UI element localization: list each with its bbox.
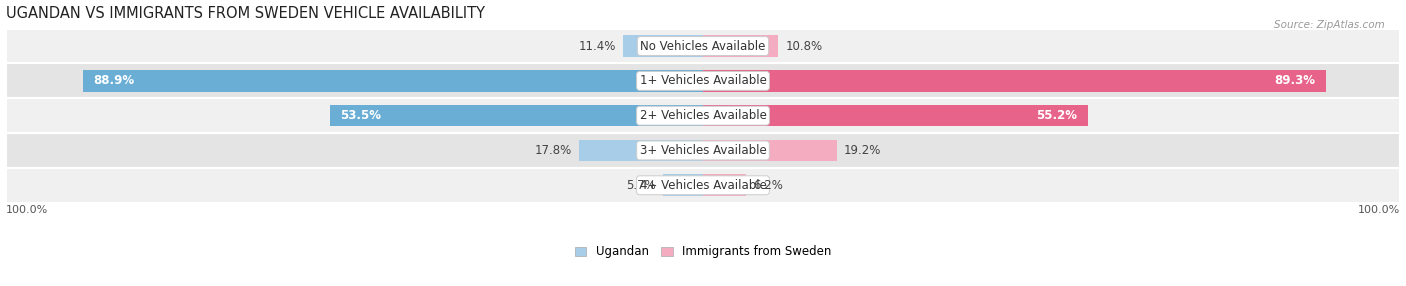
- Bar: [703, 105, 1088, 126]
- Text: Source: ZipAtlas.com: Source: ZipAtlas.com: [1274, 20, 1385, 30]
- Bar: [664, 174, 703, 196]
- Bar: [6, 168, 1400, 203]
- Bar: [6, 133, 1400, 168]
- Text: 10.8%: 10.8%: [786, 39, 823, 53]
- Text: 1+ Vehicles Available: 1+ Vehicles Available: [640, 74, 766, 87]
- Bar: [703, 35, 779, 57]
- Text: No Vehicles Available: No Vehicles Available: [640, 39, 766, 53]
- Text: 89.3%: 89.3%: [1274, 74, 1316, 87]
- Text: 100.0%: 100.0%: [6, 205, 48, 215]
- Text: 88.9%: 88.9%: [93, 74, 135, 87]
- Text: 6.2%: 6.2%: [754, 179, 783, 192]
- Bar: [83, 70, 703, 92]
- Bar: [703, 174, 747, 196]
- Text: 11.4%: 11.4%: [579, 39, 616, 53]
- Bar: [703, 70, 1326, 92]
- Bar: [6, 63, 1400, 98]
- Bar: [703, 140, 837, 161]
- Legend: Ugandan, Immigrants from Sweden: Ugandan, Immigrants from Sweden: [569, 241, 837, 263]
- Text: 4+ Vehicles Available: 4+ Vehicles Available: [640, 179, 766, 192]
- Bar: [579, 140, 703, 161]
- Text: 2+ Vehicles Available: 2+ Vehicles Available: [640, 109, 766, 122]
- Text: 5.7%: 5.7%: [627, 179, 657, 192]
- Bar: [330, 105, 703, 126]
- Text: 17.8%: 17.8%: [534, 144, 572, 157]
- Bar: [623, 35, 703, 57]
- Text: 53.5%: 53.5%: [340, 109, 381, 122]
- Text: 3+ Vehicles Available: 3+ Vehicles Available: [640, 144, 766, 157]
- Bar: [6, 98, 1400, 133]
- Bar: [6, 29, 1400, 63]
- Text: 19.2%: 19.2%: [844, 144, 882, 157]
- Text: 55.2%: 55.2%: [1036, 109, 1077, 122]
- Text: UGANDAN VS IMMIGRANTS FROM SWEDEN VEHICLE AVAILABILITY: UGANDAN VS IMMIGRANTS FROM SWEDEN VEHICL…: [6, 5, 485, 21]
- Text: 100.0%: 100.0%: [1358, 205, 1400, 215]
